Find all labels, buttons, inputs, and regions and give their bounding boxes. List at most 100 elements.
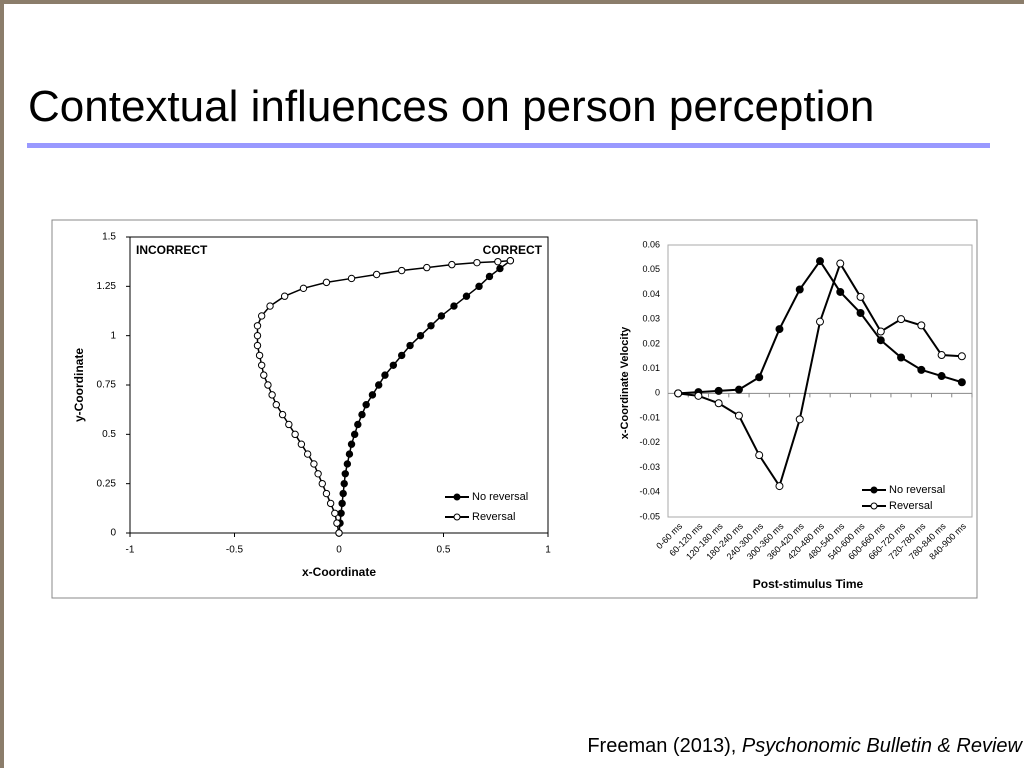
- point: [437, 312, 446, 320]
- annotation: INCORRECT: [136, 243, 208, 257]
- x-tick-label: 0.5: [437, 545, 451, 556]
- point: [389, 361, 398, 369]
- point: [354, 420, 362, 429]
- point: [734, 385, 743, 394]
- point: [266, 302, 274, 310]
- point: [876, 327, 885, 336]
- x-tick-label: 0: [336, 545, 342, 556]
- point: [375, 381, 383, 389]
- y-tick-label: 1.25: [97, 281, 117, 292]
- point: [427, 322, 435, 330]
- point: [423, 263, 431, 272]
- point: [714, 399, 723, 408]
- point: [836, 259, 845, 268]
- point: [333, 519, 341, 527]
- y-tick-label: -0.02: [639, 437, 660, 447]
- point: [416, 331, 425, 340]
- legend-label: Reversal: [472, 511, 515, 523]
- point: [299, 284, 308, 293]
- y-tick-label: 0.04: [642, 289, 660, 299]
- y-tick-label: 1.5: [102, 232, 116, 243]
- point: [398, 351, 406, 360]
- y-tick-label: 0.01: [642, 363, 660, 373]
- y-axis-label: y-Coordinate: [72, 348, 86, 422]
- point: [358, 410, 366, 419]
- annotation: CORRECT: [483, 243, 543, 257]
- point: [310, 460, 318, 468]
- point: [347, 440, 356, 448]
- point: [338, 499, 346, 508]
- point: [347, 274, 356, 283]
- legend-marker: [453, 513, 461, 521]
- point: [694, 391, 703, 400]
- point: [314, 470, 322, 478]
- point: [326, 499, 335, 508]
- point: [957, 378, 966, 387]
- point: [268, 391, 276, 399]
- point: [775, 325, 784, 334]
- point: [496, 264, 504, 273]
- point: [485, 272, 494, 281]
- point: [335, 529, 343, 537]
- point: [917, 365, 926, 374]
- point: [331, 509, 339, 517]
- point: [322, 278, 331, 287]
- point: [462, 292, 471, 300]
- legend-label: Reversal: [889, 500, 932, 512]
- point: [406, 341, 414, 350]
- point: [372, 270, 381, 279]
- y-tick-label: 1: [110, 330, 116, 341]
- point: [897, 315, 906, 324]
- point: [856, 292, 865, 301]
- y-tick-label: -0.03: [639, 462, 660, 472]
- point: [836, 287, 845, 296]
- point: [368, 391, 377, 399]
- point: [255, 351, 264, 360]
- point: [257, 312, 266, 320]
- y-tick-label: 0.02: [642, 338, 660, 348]
- point: [253, 331, 262, 340]
- plot-area: [667, 244, 973, 518]
- citation: Freeman (2013), Psychonomic Bulletin & R…: [587, 735, 1022, 758]
- point: [937, 351, 946, 360]
- x-tick-label: -0.5: [226, 545, 244, 556]
- y-tick-label: 0.75: [97, 380, 117, 391]
- point: [318, 479, 326, 488]
- point: [345, 450, 354, 458]
- point: [795, 415, 804, 424]
- legend-marker: [870, 486, 878, 494]
- y-tick-label: -0.04: [639, 487, 660, 497]
- y-tick-label: 0.05: [642, 264, 660, 274]
- y-tick-label: 0.06: [642, 239, 660, 249]
- chart-frame: [51, 219, 978, 599]
- x-axis-label: x-Coordinate: [302, 565, 376, 579]
- y-tick-label: 0.25: [97, 478, 117, 489]
- point: [362, 401, 370, 409]
- citation-text: Freeman (2013),: [587, 735, 737, 757]
- point: [795, 285, 804, 294]
- point: [322, 489, 331, 498]
- point: [714, 386, 723, 395]
- point: [340, 479, 348, 488]
- point: [755, 451, 764, 460]
- point: [674, 389, 683, 398]
- title-rule: [27, 143, 990, 148]
- x-tick-label: 1: [545, 545, 551, 556]
- point: [303, 450, 312, 458]
- point: [343, 460, 352, 468]
- slide-title: Contextual influences on person percepti…: [28, 82, 875, 131]
- citation-journal: Psychonomic Bulletin & Review: [741, 735, 1022, 757]
- point: [897, 353, 906, 362]
- point: [937, 372, 946, 381]
- point: [337, 509, 345, 517]
- point: [280, 292, 289, 300]
- point: [755, 373, 764, 382]
- y-tick-label: 0.5: [102, 429, 116, 440]
- point: [253, 341, 262, 350]
- point: [264, 381, 272, 389]
- point: [775, 482, 784, 491]
- point: [291, 430, 299, 439]
- y-axis-label: x-Coordinate Velocity: [619, 326, 631, 439]
- legend-marker: [870, 502, 878, 510]
